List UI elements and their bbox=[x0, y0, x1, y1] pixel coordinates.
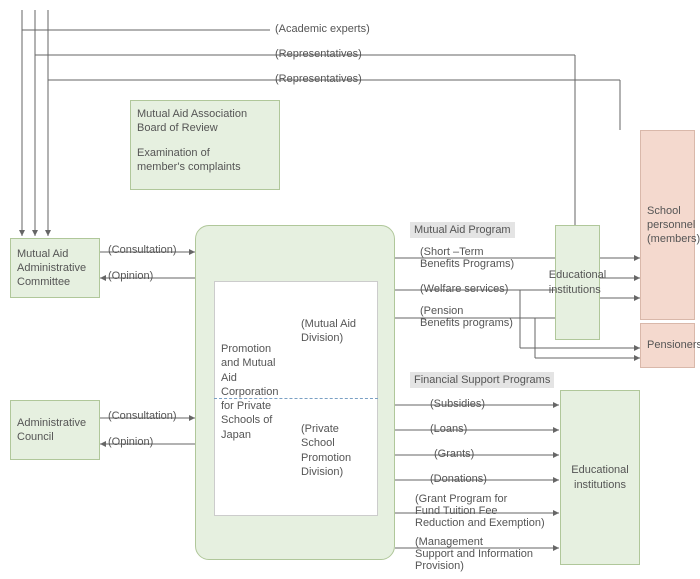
pension-label: (Pension Benefits programs) bbox=[420, 305, 513, 329]
edu-institutions-bottom: Educational institutions bbox=[560, 390, 640, 565]
division-dashed-line bbox=[214, 398, 378, 399]
representatives-label-2: (Representatives) bbox=[275, 73, 362, 85]
school-personnel-box: School personnel (members) bbox=[640, 130, 695, 320]
consultation-label-1: (Consultation) bbox=[108, 244, 176, 256]
loans-label: (Loans) bbox=[430, 423, 467, 435]
management-label: (Management Support and Information Prov… bbox=[415, 536, 533, 572]
academic-experts-label: (Academic experts) bbox=[275, 23, 370, 35]
representatives-label-1: (Representatives) bbox=[275, 48, 362, 60]
school-personnel-label: School personnel (members) bbox=[647, 204, 700, 247]
edu-institutions-top: Educational institutions bbox=[555, 225, 600, 340]
promotion-division: (Private School Promotion Division) bbox=[301, 422, 371, 479]
pensioners-label: Pensioners bbox=[647, 338, 700, 352]
main-org-name: Promotion and Mutual Aid Corporation for… bbox=[221, 342, 291, 442]
board-of-review-sub: Examination of member's complaints bbox=[137, 146, 273, 175]
opinion-label-2: (Opinion) bbox=[108, 436, 153, 448]
financial-header: Financial Support Programs bbox=[410, 372, 554, 388]
opinion-label-1: (Opinion) bbox=[108, 270, 153, 282]
grant-program-label: (Grant Program for Fund Tuition Fee Redu… bbox=[415, 493, 545, 529]
board-of-review-title: Mutual Aid Association Board of Review bbox=[137, 107, 273, 136]
council-label: Administrative Council bbox=[17, 416, 86, 445]
main-org-box: Promotion and Mutual Aid Corporation for… bbox=[195, 225, 395, 560]
board-of-review-box: Mutual Aid Association Board of Review E… bbox=[130, 100, 280, 190]
donations-label: (Donations) bbox=[430, 473, 487, 485]
edu-bottom-label: Educational institutions bbox=[571, 463, 629, 492]
mutual-aid-division: (Mutual Aid Division) bbox=[301, 317, 371, 346]
subsidies-label: (Subsidies) bbox=[430, 398, 485, 410]
welfare-label: (Welfare services) bbox=[420, 283, 508, 295]
council-box: Administrative Council bbox=[10, 400, 100, 460]
short-term-label: (Short –Term Benefits Programs) bbox=[420, 246, 514, 270]
grants-label: (Grants) bbox=[434, 448, 474, 460]
consultation-label-2: (Consultation) bbox=[108, 410, 176, 422]
committee-label: Mutual Aid Administrative Committee bbox=[17, 247, 86, 290]
committee-box: Mutual Aid Administrative Committee bbox=[10, 238, 100, 298]
edu-top-label: Educational institutions bbox=[549, 268, 607, 297]
pensioners-box: Pensioners bbox=[640, 323, 695, 368]
mutual-aid-header: Mutual Aid Program bbox=[410, 222, 515, 238]
